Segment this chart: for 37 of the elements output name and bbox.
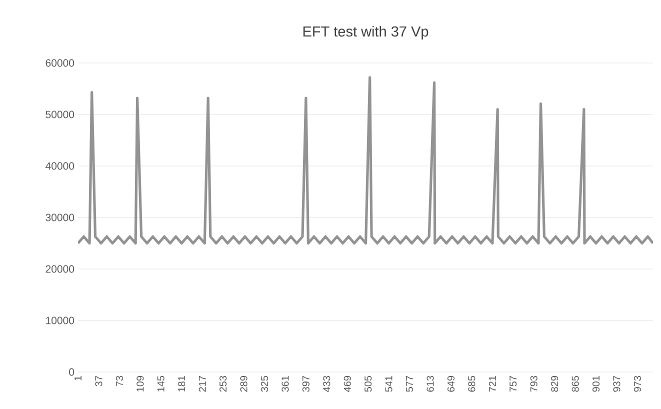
- chart-title: EFT test with 37 Vp: [303, 26, 428, 40]
- y-tick-label: 60000: [46, 59, 74, 67]
- x-tick-label: 433: [323, 376, 330, 392]
- x-tick-label: 649: [447, 376, 455, 392]
- y-tick-label: 20000: [46, 265, 74, 273]
- x-tick-label: 325: [260, 376, 268, 392]
- x-tick-label: 181: [178, 376, 186, 392]
- x-tick-label: 397: [302, 376, 310, 392]
- x-tick-label: 469: [344, 376, 351, 392]
- x-tick-label: 973: [634, 376, 641, 392]
- y-tick-label: 40000: [46, 162, 74, 170]
- x-tick-label: 217: [198, 376, 206, 392]
- x-tick-label: 109: [136, 376, 144, 392]
- x-tick-label: 289: [240, 376, 248, 392]
- y-tick-label: 50000: [46, 110, 74, 118]
- y-tick-label: 0: [69, 368, 74, 376]
- x-tick-label: 901: [592, 376, 600, 392]
- x-tick-label: 865: [572, 376, 579, 392]
- x-tick-label: 577: [406, 376, 414, 392]
- x-tick-label: 37: [95, 376, 102, 386]
- x-tick-label: 757: [510, 376, 517, 392]
- x-tick-label: 361: [282, 376, 289, 392]
- x-tick-label: 937: [613, 376, 620, 392]
- line-series: [78, 76, 653, 245]
- x-tick-label: 145: [157, 376, 164, 392]
- x-tick-label: 613: [426, 376, 434, 392]
- x-tick-label: 721: [488, 376, 496, 392]
- x-tick-label: 505: [364, 376, 372, 392]
- x-tick-label: 253: [220, 376, 227, 392]
- x-tick-label: 541: [385, 376, 392, 392]
- x-tick-label: 73: [116, 376, 123, 386]
- y-tick-label: 10000: [46, 316, 74, 324]
- x-tick-label: 1: [74, 376, 82, 380]
- x-tick-label: 829: [551, 376, 558, 392]
- x-tick-label: 793: [530, 376, 538, 392]
- x-tick-label: 685: [468, 376, 476, 392]
- y-tick-label: 30000: [46, 214, 74, 222]
